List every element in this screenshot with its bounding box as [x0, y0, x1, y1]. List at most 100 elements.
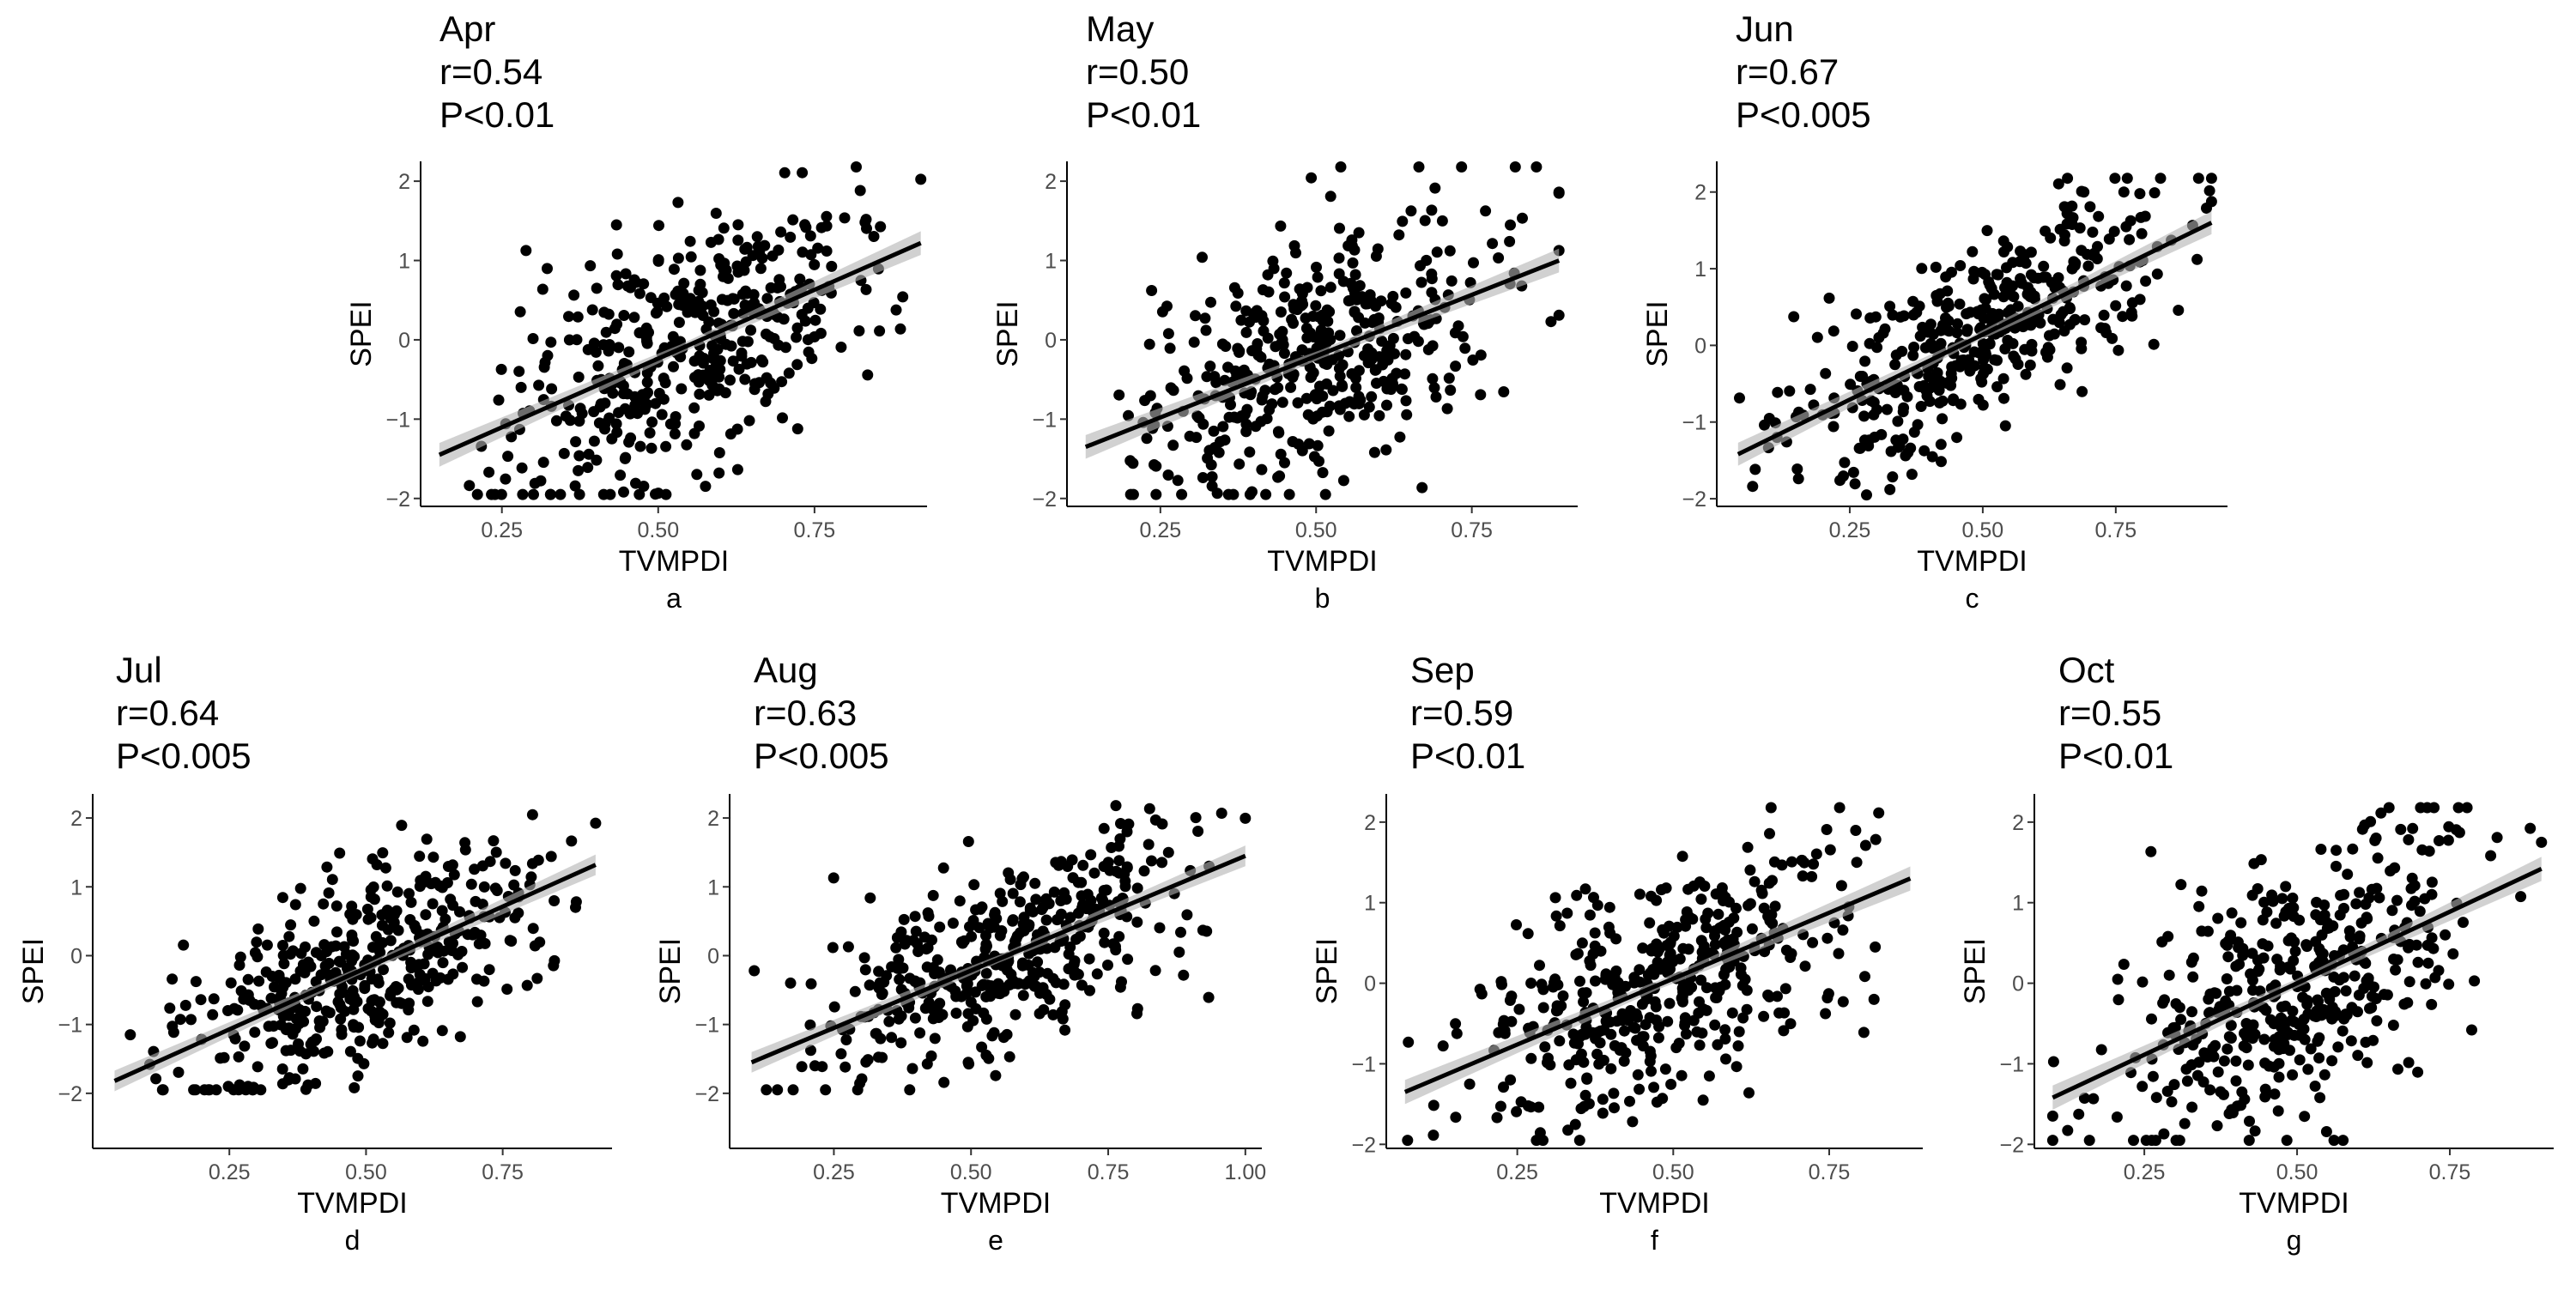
scatter-point — [875, 221, 887, 233]
scatter-point — [403, 973, 415, 985]
scatter-point — [804, 230, 816, 242]
scatter-point — [1511, 1105, 1523, 1117]
scatter-point — [336, 1024, 348, 1036]
scatter-point — [1908, 427, 1920, 438]
scatter-point — [697, 357, 709, 369]
scatter-point — [2263, 1060, 2275, 1072]
scatter-point — [1676, 851, 1688, 863]
x-axis-label: TVMPDI — [941, 1187, 1051, 1220]
scatter-point — [2334, 909, 2346, 921]
scatter-point — [1356, 291, 1368, 303]
scatter-point — [1459, 342, 1471, 354]
scatter-point — [2028, 272, 2040, 284]
scatter-point — [1901, 391, 1913, 403]
scatter-point — [2149, 187, 2161, 199]
scatter-point — [421, 833, 433, 845]
scatter-point — [2443, 978, 2455, 990]
x-tick-label: 0.25 — [1140, 518, 1182, 542]
scatter-point — [1487, 238, 1499, 250]
scatter-point — [2302, 1063, 2314, 1075]
scatter-point — [377, 847, 389, 859]
scatter-point — [2332, 1041, 2344, 1053]
scatter-point — [422, 948, 434, 960]
panel-month-title: Apr — [439, 9, 495, 49]
scatter-point — [873, 1051, 884, 1063]
scatter-point — [2440, 929, 2452, 941]
scatter-point — [2045, 232, 2057, 244]
scatter-point — [2240, 1042, 2252, 1054]
scatter-point — [1997, 372, 2009, 385]
scatter-point — [2347, 941, 2359, 953]
scatter-point — [2173, 1135, 2185, 1147]
scatter-point — [927, 889, 939, 901]
scatter-point — [2046, 1110, 2058, 1122]
scatter-point — [613, 407, 625, 419]
y-tick-label: 2 — [1045, 170, 1057, 194]
scatter-point — [2137, 976, 2149, 988]
scatter-point — [694, 388, 706, 400]
scatter-point — [1385, 384, 1397, 396]
y-axis-label: SPEI — [1311, 938, 1343, 1004]
scatter-point — [2269, 1088, 2281, 1100]
scatter-point — [1565, 1077, 1577, 1089]
scatter-point — [1323, 425, 1335, 437]
scatter-point — [2276, 1021, 2288, 1033]
scatter-point — [1918, 445, 1930, 457]
scatter-point — [1833, 948, 1845, 960]
scatter-point — [1324, 282, 1336, 294]
scatter-point — [1597, 1093, 1609, 1105]
scatter-point — [915, 173, 927, 185]
scatter-point — [650, 307, 662, 319]
scatter-point — [2203, 185, 2215, 197]
scatter-point — [1083, 953, 1095, 965]
scatter-point — [1288, 318, 1299, 330]
scatter-point — [1016, 960, 1028, 972]
scatter-point — [478, 881, 490, 893]
scatter-point — [190, 1084, 202, 1096]
scatter-point — [2388, 954, 2400, 965]
scatter-point — [2062, 1124, 2074, 1136]
scatter-point — [1716, 887, 1728, 899]
scatter-point — [2453, 827, 2465, 839]
scatter-point — [868, 231, 880, 242]
scatter-point — [694, 264, 706, 276]
scatter-point — [652, 255, 664, 267]
scatter-point — [1834, 802, 1846, 814]
scatter-point — [405, 962, 417, 974]
scatter-point — [1303, 438, 1315, 450]
scatter-point — [1926, 451, 1938, 463]
scatter-point — [1505, 1074, 1517, 1086]
scatter-point — [347, 913, 359, 925]
scatter-point — [2402, 996, 2414, 1008]
scatter-point — [289, 899, 301, 911]
scatter-point — [2246, 948, 2258, 960]
scatter-point — [2447, 948, 2459, 960]
x-tick-label: 0.50 — [1652, 1160, 1694, 1184]
scatter-point — [1847, 466, 1859, 478]
scatter-point — [1060, 893, 1072, 905]
scatter-point — [1935, 375, 1947, 387]
scatter-point — [280, 1024, 292, 1036]
scatter-point — [703, 389, 715, 401]
scatter-point — [509, 864, 521, 876]
scatter-point — [668, 360, 679, 372]
scatter-point — [529, 477, 541, 489]
scatter-point — [1370, 251, 1382, 262]
scatter-point — [2485, 850, 2497, 862]
scatter-point — [1350, 372, 1361, 385]
scatter-point — [2109, 173, 2121, 185]
scatter-point — [545, 851, 557, 863]
scatter-point — [2331, 860, 2342, 872]
scatter-point — [2044, 344, 2056, 355]
scatter-point — [1811, 331, 1823, 343]
scatter-point — [1710, 991, 1722, 1003]
y-tick-label: −2 — [694, 1082, 719, 1106]
scatter-point — [1022, 921, 1034, 933]
scatter-point — [1018, 911, 1030, 924]
scatter-point — [2443, 821, 2455, 833]
scatter-point — [1131, 882, 1143, 894]
scatter-point — [2403, 1057, 2415, 1069]
regression-line — [750, 853, 1246, 1065]
scatter-point — [1839, 457, 1851, 469]
scatter-point — [1589, 940, 1601, 952]
